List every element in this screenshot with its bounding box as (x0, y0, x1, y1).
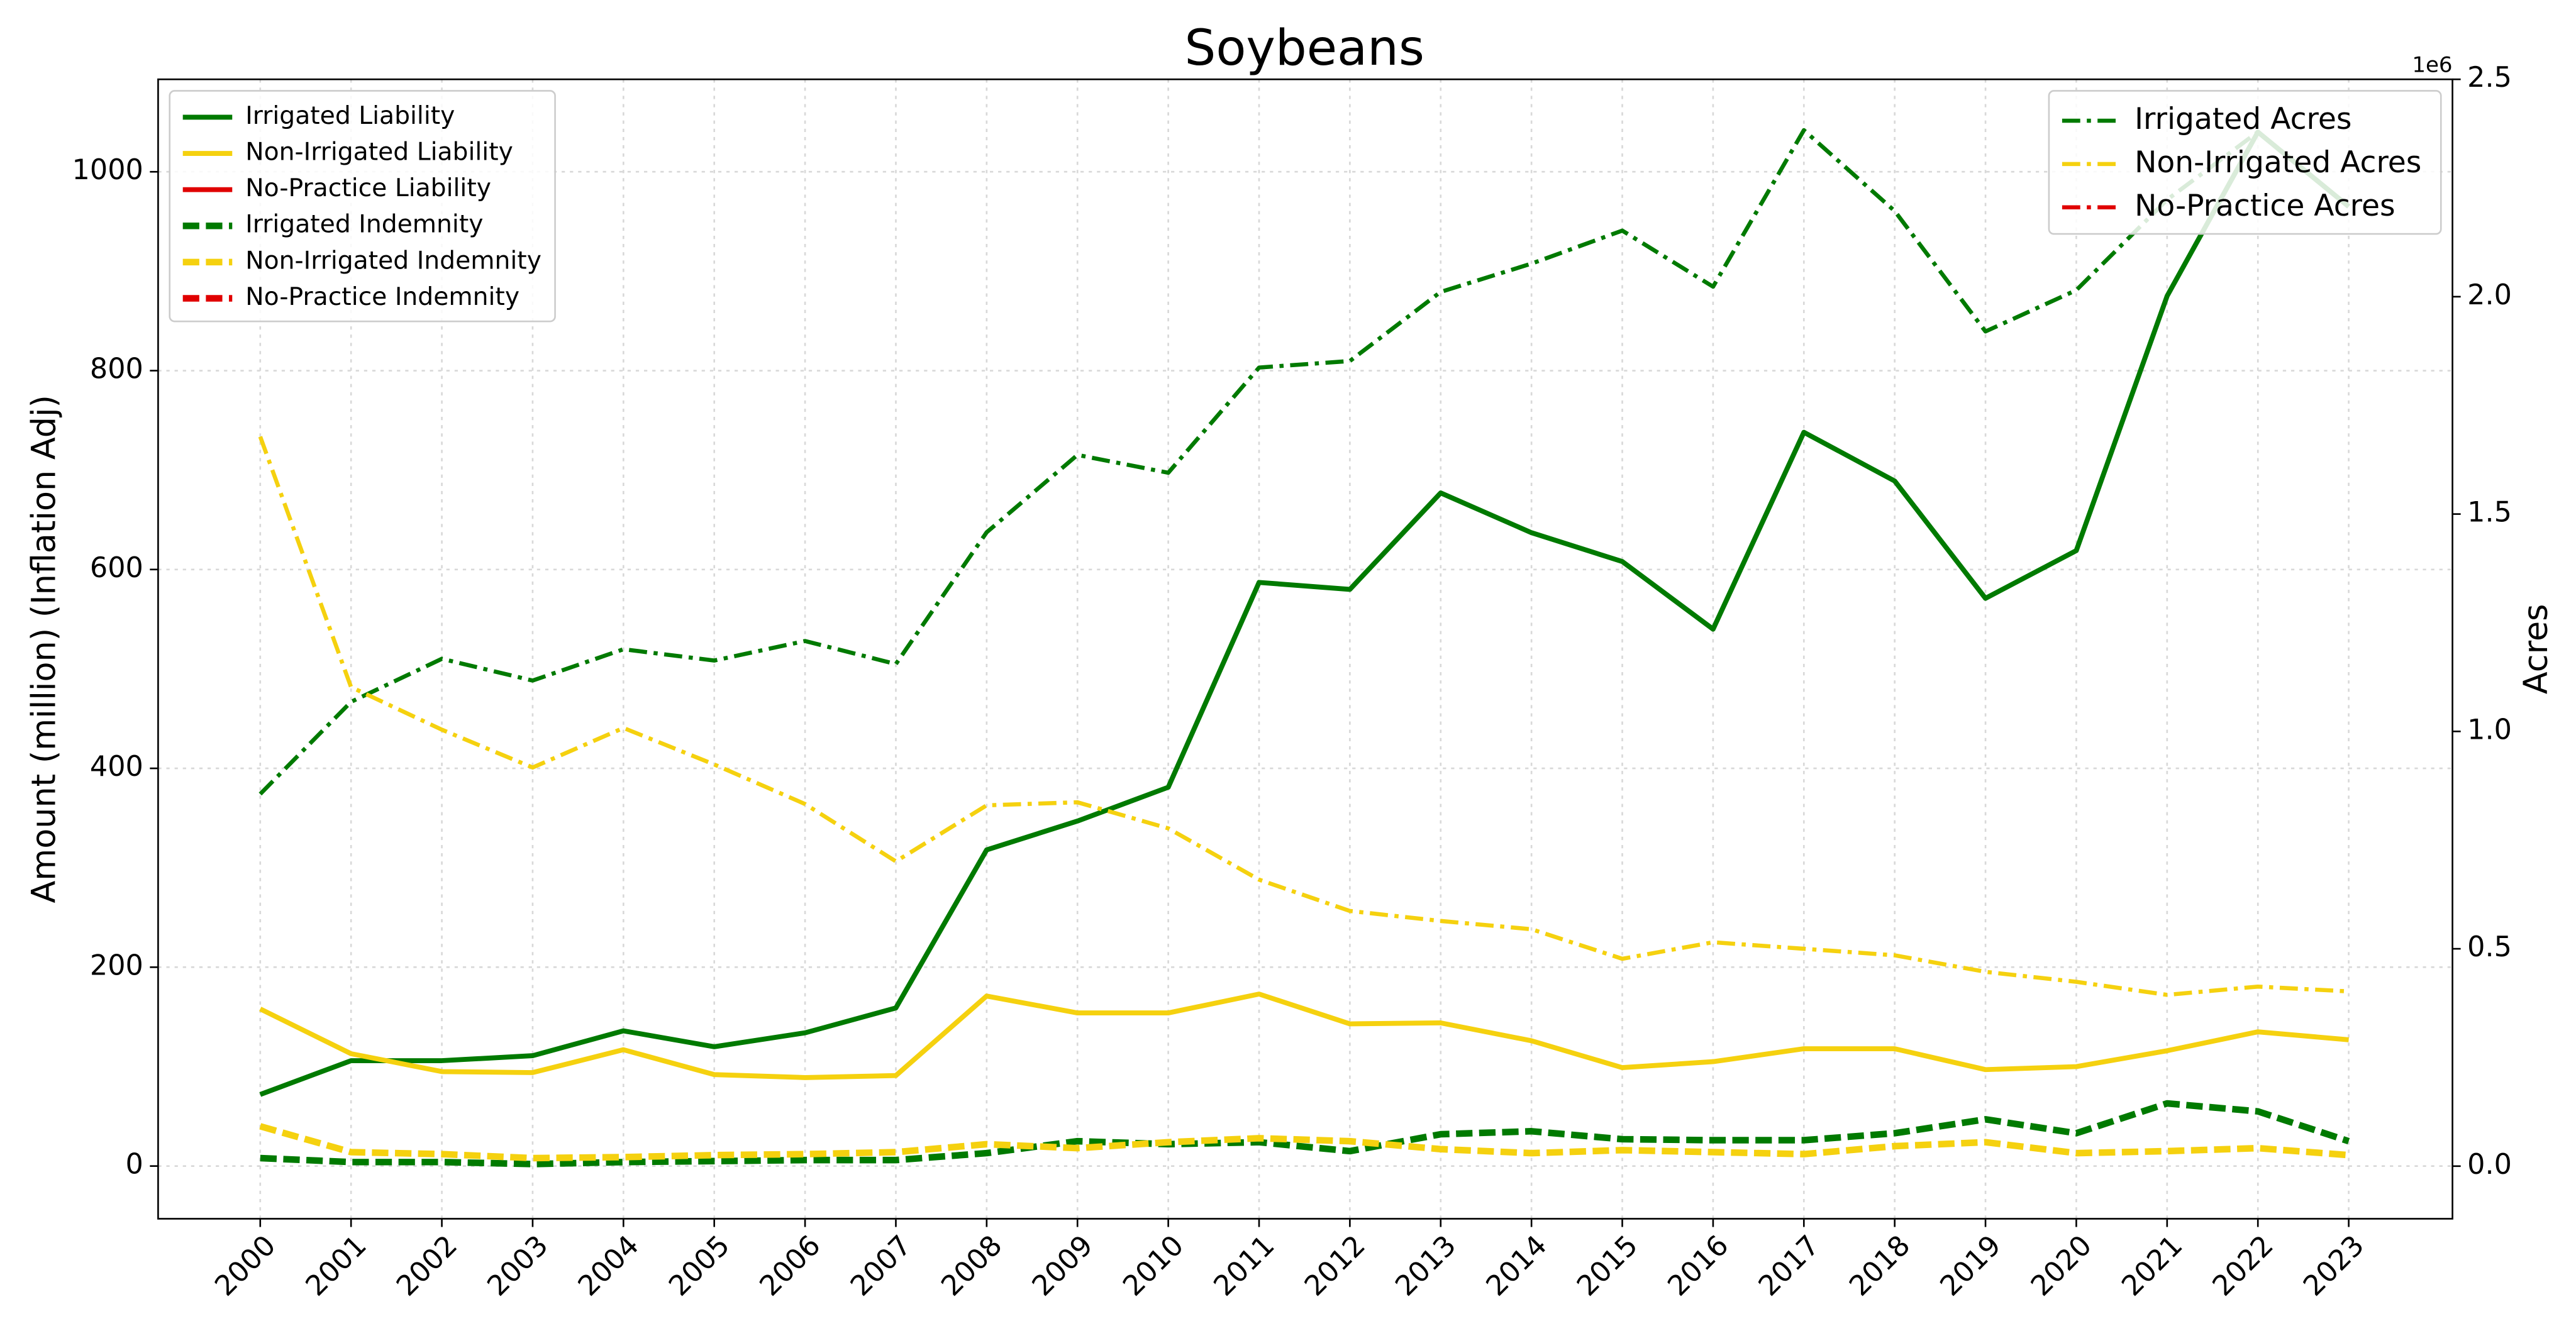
line (259, 991, 2349, 1080)
legend: Irrigated Acres Non-Irrigated Acres No-Pra… (2048, 90, 2442, 235)
legend-label: Irrigated Liability (245, 102, 455, 130)
y2-tick-label: 1.5 (2467, 497, 2512, 529)
x-tick-label: 2006 (754, 1229, 827, 1302)
x-tick-label: 2016 (1662, 1229, 1735, 1302)
x-tick-label: 2023 (2297, 1229, 2370, 1302)
x-tick-label: 2015 (1571, 1229, 1644, 1302)
legend-label: Non-Irrigated Acres (2135, 145, 2421, 180)
legend-box (169, 90, 556, 323)
y-tick-label: 200 (90, 949, 143, 981)
y2-tick-label: 0.0 (2467, 1149, 2512, 1181)
legend-label: No-Practice Acres (2135, 189, 2395, 223)
x-tick-label: 2004 (572, 1229, 645, 1302)
x-tick-label: 2010 (1117, 1229, 1190, 1302)
legend-label: Non-Irrigated Liability (245, 138, 513, 167)
x-tick-label: 2021 (2116, 1229, 2189, 1302)
legend-box (2048, 90, 2442, 235)
legend-label: No-Practice Liability (245, 174, 491, 202)
x-tick-label: 2009 (1026, 1229, 1099, 1302)
x-tick-label: 2014 (1480, 1229, 1553, 1302)
x-tick-label: 2003 (481, 1229, 554, 1302)
line (259, 130, 2351, 1097)
y-tick-label: 1000 (72, 154, 143, 186)
x-tick-label: 2020 (2025, 1229, 2098, 1302)
y2-tick-label: 1.0 (2467, 714, 2512, 746)
x-tick-label: 2017 (1753, 1229, 1826, 1302)
x-tick-label: 2011 (1208, 1229, 1280, 1302)
y-axis-label: Amount (million) (Inflation Adj) (25, 395, 63, 903)
y2-tick-label: 2.0 (2467, 279, 2512, 311)
x-tick-label: 2022 (2207, 1229, 2280, 1302)
x-tick-label: 2008 (935, 1229, 1008, 1302)
x-tick-label: 2001 (300, 1229, 373, 1302)
y2-offset-text: 1e6 (2412, 53, 2452, 78)
x-tick-label: 2000 (209, 1229, 282, 1302)
line (259, 1123, 2349, 1162)
x-tick-label: 2013 (1389, 1229, 1462, 1302)
y-tick-label: 800 (90, 353, 143, 385)
legend: Irrigated Liability Non-Irrigated Liabili… (169, 90, 556, 323)
legend-label: No-Practice Indemnity (245, 283, 519, 311)
legend-label: Irrigated Acres (2135, 102, 2351, 136)
legend-label: Non-Irrigated Indemnity (245, 246, 541, 275)
line (258, 128, 2350, 796)
legend-label: Irrigated Indemnity (245, 211, 483, 239)
y-tick-label: 600 (90, 552, 143, 584)
y-tick-label: 400 (90, 751, 143, 783)
y2-tick-label: 0.5 (2467, 931, 2512, 963)
y-tick-label: 0 (126, 1149, 143, 1181)
x-tick-label: 2018 (1843, 1229, 1916, 1302)
x-tick-label: 2005 (663, 1229, 736, 1302)
x-tick-label: 2012 (1299, 1229, 1372, 1302)
line (260, 1100, 2350, 1168)
x-tick-label: 2019 (1934, 1229, 2007, 1302)
y2-tick-label: 2.5 (2467, 62, 2512, 94)
x-tick-label: 2007 (845, 1229, 918, 1302)
plot-frame (157, 78, 2453, 1220)
line (258, 436, 2349, 997)
x-tick-label: 2002 (391, 1229, 464, 1302)
y2-axis-label: Acres (2517, 604, 2555, 695)
chart-title: Soybeans (1184, 19, 1424, 77)
